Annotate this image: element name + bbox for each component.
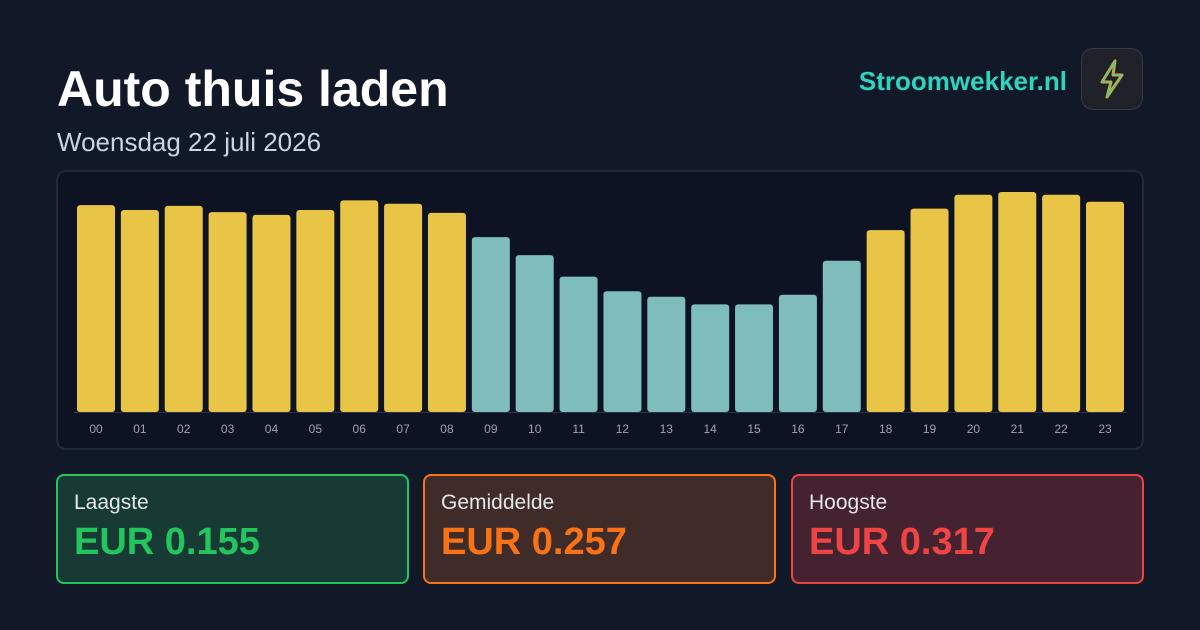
x-tick-label: 10 [528,422,542,436]
stat-label: Hoogste [809,491,888,514]
bar [954,194,993,412]
lightning-icon [1100,59,1124,99]
bar [910,208,949,412]
x-tick-label: 17 [835,422,849,436]
x-tick-label: 21 [1011,422,1025,436]
stat-card: Hoogste EUR 0.317 [791,474,1144,584]
stat-value: EUR 0.317 [809,521,995,563]
bar [559,276,598,412]
x-tick-label: 03 [221,422,235,436]
bar [822,260,861,412]
bar [647,296,686,412]
stat-card: Laagste EUR 0.155 [56,474,409,584]
subtitle: Woensdag 22 juli 2026 [57,127,322,157]
x-tick-label: 08 [440,422,454,436]
x-tick-label: 12 [616,422,630,436]
bar [603,291,642,412]
stat-value: EUR 0.155 [74,521,260,563]
bar [427,212,466,412]
x-tick-label: 06 [353,422,367,436]
bar [515,255,554,412]
x-tick-label: 07 [396,422,410,436]
x-tick-label: 01 [133,422,147,436]
stat-label: Laagste [74,491,149,514]
stat-value: EUR 0.257 [441,521,627,563]
x-tick-label: 22 [1054,422,1068,436]
bar [1086,201,1125,412]
stat-card: Gemiddelde EUR 0.257 [423,474,776,584]
x-tick-label: 18 [879,422,893,436]
bar [778,294,817,412]
x-tick-label: 23 [1098,422,1112,436]
bar [691,304,730,412]
x-tick-label: 14 [704,422,718,436]
bar [164,205,203,412]
x-tick-label: 05 [309,422,323,436]
bar [998,192,1037,412]
x-tick-label: 00 [89,422,103,436]
bar [866,230,905,412]
brand-icon [1081,48,1143,110]
x-tick-label: 15 [747,422,761,436]
brand: Stroomwekker.nl [858,66,1067,96]
bar [471,237,510,412]
x-tick-label: 04 [265,422,279,436]
x-tick-label: 02 [177,422,191,436]
x-tick-label: 16 [791,422,805,436]
bar [208,212,247,412]
bar [120,210,159,412]
bar [1042,194,1081,412]
bar [296,210,335,412]
title: Auto thuis laden [57,61,449,117]
x-tick-label: 13 [660,422,674,436]
x-tick-label: 19 [923,422,937,436]
x-tick-label: 09 [484,422,498,436]
bar [340,200,379,412]
bar [735,304,774,412]
bar [77,205,115,412]
x-tick-label: 20 [967,422,981,436]
stat-label: Gemiddelde [441,491,555,514]
x-tick-label: 11 [572,422,585,436]
bar [384,203,423,412]
bar [252,214,291,412]
